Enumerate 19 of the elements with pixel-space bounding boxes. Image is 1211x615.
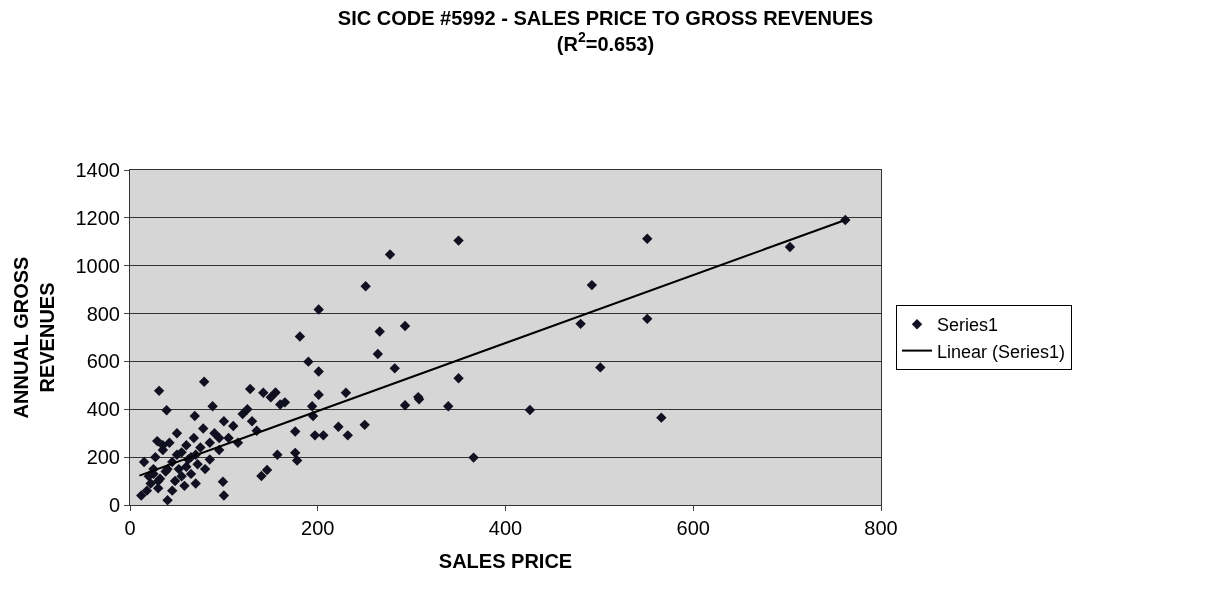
x-tick-label: 200 — [301, 517, 335, 539]
x-tick-label: 400 — [488, 517, 523, 539]
y-tick-label: 0 — [108, 494, 120, 516]
legend-label: Series1 — [937, 315, 999, 336]
y-axis-title: ANNUAL GROSS REVENUES — [10, 256, 58, 419]
legend-label: Linear (Series1) — [937, 341, 1066, 362]
x-axis-title: SALES PRICE — [438, 549, 573, 572]
y-tick-label: 1200 — [75, 206, 120, 229]
chart-subtitle: (R$^{2}$=0.653) — [556, 29, 655, 55]
y-tick-label: 400 — [86, 398, 120, 421]
y-tick-label: 600 — [86, 350, 120, 373]
x-tick-label: 0 — [124, 517, 136, 539]
y-tick-label: 1000 — [75, 254, 120, 277]
y-tick-label: 1400 — [75, 159, 120, 181]
chart-title: SIC CODE #5992 - SALES PRICE TO GROSS REVENUES — [337, 6, 874, 29]
y-tick-label: 800 — [86, 302, 120, 325]
x-tick-label: 800 — [864, 517, 898, 539]
y-tick-label: 200 — [86, 446, 120, 469]
x-tick-label: 600 — [676, 517, 710, 539]
